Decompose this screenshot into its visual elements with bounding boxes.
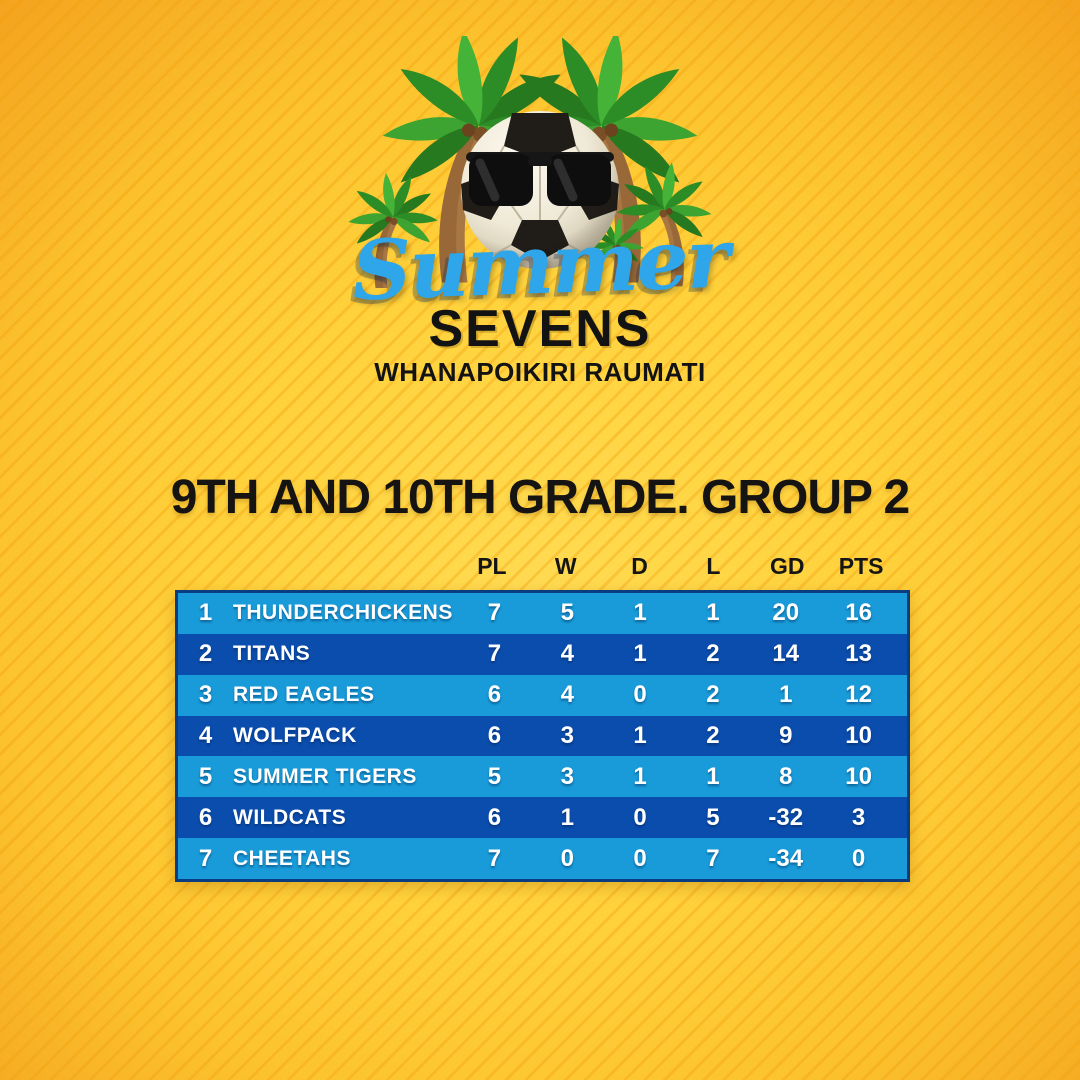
draws-value: 1 [633,599,647,627]
team-name: WOLFPACK [233,724,357,747]
losses-value: 2 [706,722,720,749]
team-name: THUNDERCHICKENS [233,601,453,625]
team-name: TITANS [233,642,311,666]
points-value: 12 [845,681,872,709]
team-name: CHEETAHS [233,846,351,870]
wins-value: 0 [560,844,574,872]
goal-diff-value: -34 [768,844,804,872]
column-header-l: L [706,552,721,579]
goal-diff-value: 20 [772,599,800,627]
losses-value: 1 [706,762,720,790]
team-name: RED EAGLES [233,683,375,707]
table-row: 6 WILDCATS 6 1 0 5 -32 3 [178,797,907,839]
played-value: 5 [487,762,502,790]
draws-value: 0 [633,681,647,709]
team-position: 6 [198,803,213,831]
page-title: 9TH AND 10TH GRADE. GROUP 2 [170,471,910,524]
column-header-d: D [631,552,648,579]
wins-value: 1 [560,803,574,831]
table-row: 3 RED EAGLES 6 4 0 2 1 12 [178,674,907,716]
goal-diff-value: -32 [768,803,804,831]
standings-table: PL W D L GD PTS 1 THUNDERCHICKENS 7 5 1 … [175,546,910,882]
played-value: 7 [487,599,502,627]
team-position: 4 [198,722,213,749]
team-name: WILDCATS [233,805,347,829]
points-value: 16 [845,599,872,627]
losses-value: 2 [706,681,720,709]
losses-value: 2 [706,640,720,668]
sunglasses-icon [466,152,614,206]
draws-value: 1 [633,722,647,749]
draws-value: 0 [633,844,647,872]
points-value: 10 [845,762,872,790]
played-value: 7 [487,640,502,668]
draws-value: 1 [633,762,647,790]
table-row: 4 WOLFPACK 6 3 1 2 9 10 [178,715,907,757]
draws-value: 1 [633,640,647,668]
points-value: 0 [851,844,866,872]
wins-value: 4 [560,640,574,668]
table-body: 1 THUNDERCHICKENS 7 5 1 1 20 16 2 TITANS… [175,590,910,882]
team-position: 3 [198,681,213,709]
points-value: 3 [851,803,866,831]
team-position: 5 [198,762,213,790]
table-header-row: PL W D L GD PTS [175,546,910,586]
column-header-gd: GD [769,552,805,579]
played-value: 6 [487,722,502,749]
column-header-pts: PTS [838,552,884,579]
goal-diff-value: 1 [779,681,793,709]
played-value: 6 [487,681,502,709]
losses-value: 7 [706,844,720,872]
goal-diff-value: 9 [779,722,793,749]
table-row: 1 THUNDERCHICKENS 7 5 1 1 20 16 [178,593,907,634]
wins-value: 3 [560,762,574,790]
losses-value: 5 [706,803,720,831]
column-header-pl: PL [477,552,507,579]
team-name: SUMMER TIGERS [233,764,417,788]
table-row: 7 CHEETAHS 7 0 0 7 -34 0 [178,838,907,880]
team-position: 1 [198,599,213,627]
draws-value: 0 [633,803,647,831]
losses-value: 1 [706,599,720,627]
team-position: 7 [198,844,213,872]
goal-diff-value: 8 [779,762,793,790]
soccer-ball-sunglasses-palms-icon [325,36,755,288]
played-value: 7 [487,844,502,872]
logo-subtitle: WHANAPOIKIRI RAUMATI [374,357,706,387]
points-value: 13 [845,640,872,668]
wins-value: 4 [560,681,574,709]
goal-diff-value: 14 [772,640,800,668]
wins-value: 5 [560,599,574,627]
column-header-w: W [554,552,577,579]
logo-title-sevens: SEVENS [428,300,652,358]
table-row: 2 TITANS 7 4 1 2 14 13 [178,633,907,675]
played-value: 6 [487,803,502,831]
team-position: 2 [198,640,213,668]
table-row: 5 SUMMER TIGERS 5 3 1 1 8 10 [178,756,907,798]
wins-value: 3 [560,722,574,749]
points-value: 10 [845,722,872,749]
